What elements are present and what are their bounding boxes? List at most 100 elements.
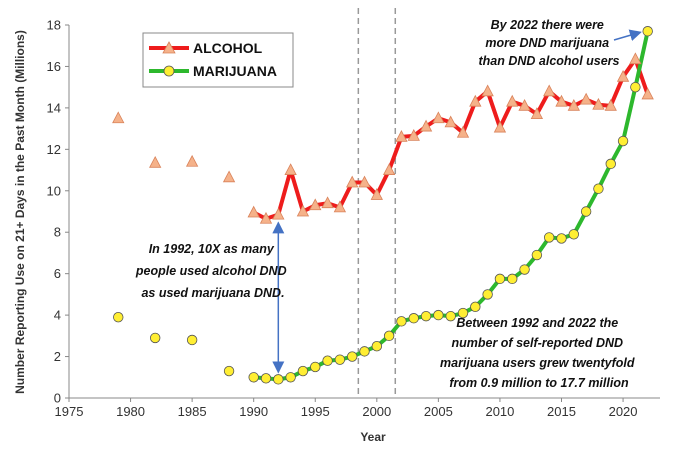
alcohol-point xyxy=(604,98,617,111)
marijuana-point xyxy=(445,310,456,322)
alcohol-point xyxy=(309,198,322,211)
y-axis-title: Number Reporting Use on 21+ Days in the … xyxy=(13,30,27,394)
alcohol-point xyxy=(506,94,519,107)
marijuana-point xyxy=(507,273,518,285)
alcohol-point xyxy=(112,111,125,124)
reference-lines xyxy=(357,8,397,398)
alcohol-point xyxy=(247,205,260,218)
y-tick-label: 4 xyxy=(54,308,61,323)
marijuana-point xyxy=(630,81,641,93)
alcohol-point xyxy=(592,97,605,110)
x-axis-title: Year xyxy=(360,430,386,444)
x-tick-label: 1985 xyxy=(178,404,207,419)
alcohol-point xyxy=(321,196,334,209)
alcohol-point xyxy=(469,94,482,107)
marijuana-point xyxy=(273,374,284,385)
annotation-bottom-line-1: Between 1992 and 2022 the xyxy=(456,316,618,330)
x-tick-label: 2010 xyxy=(485,404,514,419)
y-tick-label: 12 xyxy=(47,142,61,157)
marijuana-point xyxy=(568,229,580,240)
alcohol-point xyxy=(185,154,199,167)
marijuana-point xyxy=(285,372,296,383)
alcohol-point xyxy=(493,120,507,133)
x-axis: 1975 1980 1985 1990 1995 2000 2005 2010 2015 2020 xyxy=(55,397,660,419)
y-tick-label: 18 xyxy=(47,18,61,33)
y-tick-label: 14 xyxy=(47,100,61,115)
y-tick-label: 2 xyxy=(54,349,61,364)
legend-marijuana-label: MARIJUANA xyxy=(193,63,277,79)
alcohol-point xyxy=(395,130,408,142)
alcohol-point xyxy=(579,92,593,105)
annotation-arrows xyxy=(272,29,642,374)
legend-box xyxy=(142,32,294,88)
alcohol-point xyxy=(370,188,383,200)
alcohol-point xyxy=(259,211,273,224)
marijuana-point xyxy=(113,311,124,323)
marijuana-point xyxy=(297,365,309,377)
legend-alcohol-label: ALCOHOL xyxy=(193,40,263,56)
marijuana-point xyxy=(371,340,383,352)
annotation-left-line-1: In 1992, 10X as many xyxy=(149,242,275,256)
annotation-bottom-line-4: from 0.9 million to 17.7 million xyxy=(449,376,629,390)
legend: ALCOHOL MARIJUANA xyxy=(142,32,294,88)
alcohol-point xyxy=(456,125,470,138)
legend-marijuana-marker xyxy=(163,65,175,77)
marijuana-point xyxy=(383,330,395,342)
marijuana-point xyxy=(396,316,407,327)
annotation-top-line-3: than DND alcohol users xyxy=(479,54,620,68)
alcohol-point xyxy=(629,52,642,65)
alcohol-point xyxy=(567,98,580,111)
marijuana-point xyxy=(457,307,469,319)
x-tick-label: 1990 xyxy=(239,404,268,419)
marijuana-point xyxy=(605,158,616,170)
x-tick-label: 2005 xyxy=(424,404,453,419)
annotation-bottom: Between 1992 and 2022 the number of self… xyxy=(440,316,638,390)
y-axis: 0 2 4 6 8 10 12 14 16 18 xyxy=(47,18,70,406)
marijuana-point xyxy=(248,372,259,383)
y-tick-label: 0 xyxy=(54,391,61,406)
marijuana-point xyxy=(433,309,444,321)
marijuana-point xyxy=(186,334,198,346)
alcohol-point xyxy=(555,94,568,107)
marijuana-point xyxy=(420,310,432,322)
annotation-left-line-3: as used marijuana DND. xyxy=(141,286,284,300)
alcohol-point xyxy=(358,175,371,188)
marijuana-point xyxy=(470,301,481,313)
marijuana-point xyxy=(334,354,346,365)
x-tick-label: 1975 xyxy=(55,404,84,419)
marijuana-point xyxy=(408,313,419,324)
marijuana-point xyxy=(543,232,555,243)
x-tick-label: 2015 xyxy=(547,404,576,419)
y-tick-label: 6 xyxy=(54,266,61,281)
alcohol-point xyxy=(432,111,445,124)
alcohol-point xyxy=(272,207,285,220)
marijuana-point xyxy=(149,332,161,344)
y-tick-label: 10 xyxy=(47,183,61,198)
y-tick-label: 8 xyxy=(54,225,61,240)
marijuana-point xyxy=(580,206,592,217)
marijuana-point xyxy=(494,273,506,285)
x-tick-label: 2000 xyxy=(362,404,391,419)
alcohol-point xyxy=(407,129,420,141)
series-markers xyxy=(112,26,654,385)
alcohol-point xyxy=(641,87,654,100)
x-tick-label: 1995 xyxy=(301,404,330,419)
annotation-left-line-2: people used alcohol DND xyxy=(135,264,287,278)
marijuana-point xyxy=(617,135,629,147)
marijuana-point xyxy=(346,351,358,362)
alcohol-point xyxy=(284,163,297,175)
marijuana-point xyxy=(260,373,272,384)
marijuana-point xyxy=(359,346,370,357)
annotation-bottom-line-2: number of self-reported DND xyxy=(451,336,623,350)
alcohol-point xyxy=(149,155,162,168)
alcohol-point xyxy=(296,204,310,217)
alcohol-point xyxy=(616,69,630,82)
marijuana-point xyxy=(322,355,333,366)
x-tick-label: 1980 xyxy=(116,404,145,419)
alcohol-point xyxy=(222,170,236,183)
x-tick-label: 2020 xyxy=(609,404,638,419)
alcohol-point xyxy=(518,98,531,111)
marijuana-point xyxy=(482,289,493,300)
